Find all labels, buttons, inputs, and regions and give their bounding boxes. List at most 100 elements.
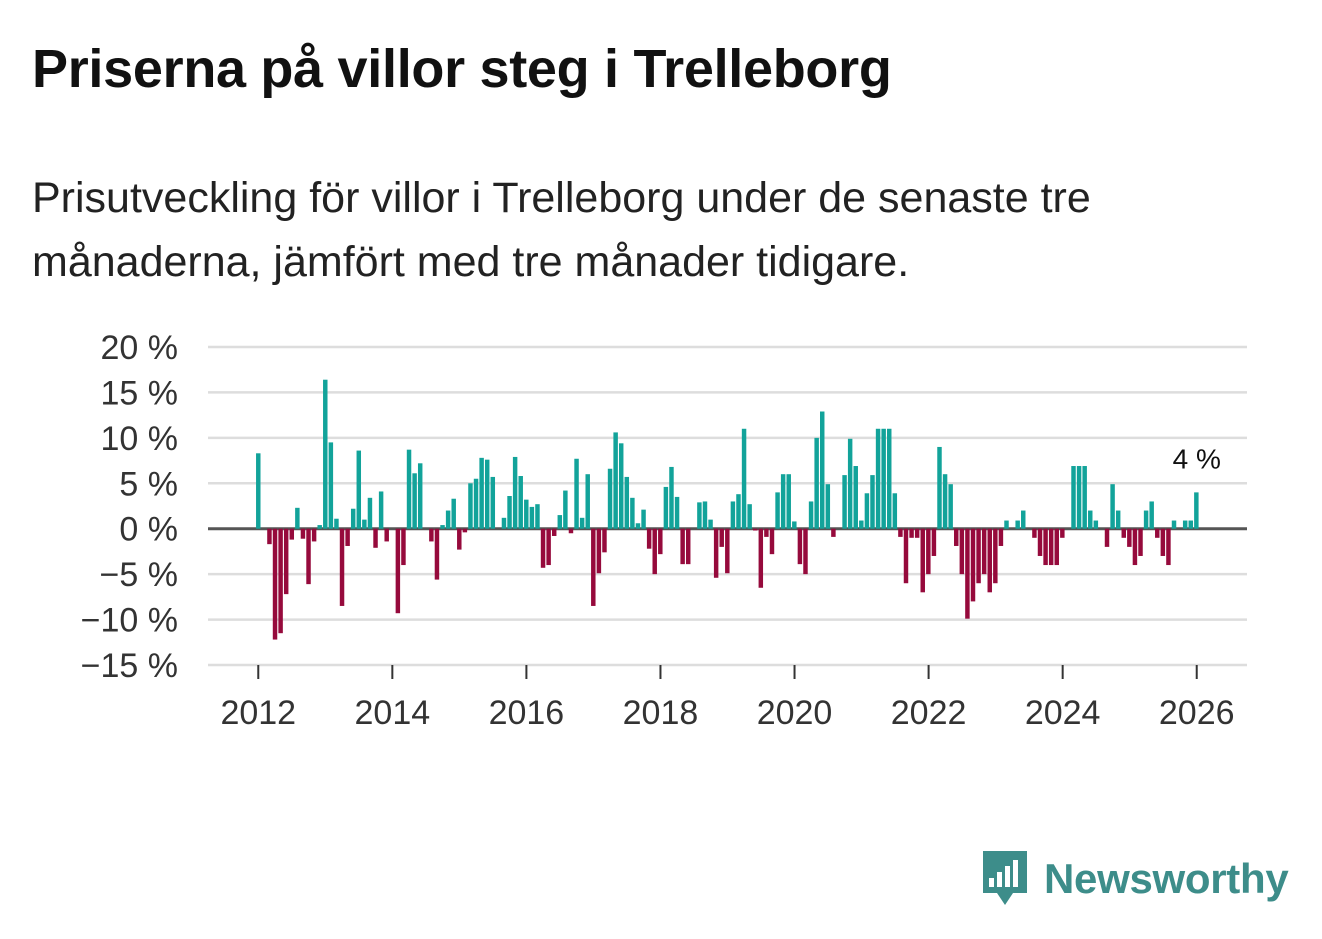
bar bbox=[831, 528, 836, 537]
x-tick-label: 2022 bbox=[891, 694, 967, 732]
bar bbox=[948, 484, 953, 529]
bar bbox=[518, 476, 523, 529]
bar bbox=[931, 528, 937, 556]
bar bbox=[1048, 528, 1054, 566]
y-tick-label: −10 % bbox=[81, 602, 178, 640]
bar bbox=[786, 474, 791, 529]
bar bbox=[568, 528, 574, 534]
bar bbox=[546, 528, 551, 566]
bar bbox=[959, 528, 965, 575]
bar bbox=[462, 528, 468, 533]
bar bbox=[507, 496, 512, 529]
bar bbox=[758, 528, 764, 588]
newsworthy-logo-icon bbox=[983, 851, 1027, 905]
bar bbox=[384, 528, 389, 542]
bar bbox=[328, 442, 334, 529]
bar bbox=[825, 484, 831, 529]
bar bbox=[914, 528, 920, 538]
bar bbox=[764, 528, 769, 537]
bar bbox=[602, 528, 607, 553]
bar bbox=[624, 476, 630, 529]
y-tick-label: 15 % bbox=[101, 374, 179, 412]
bar bbox=[881, 428, 886, 529]
bar bbox=[847, 438, 853, 529]
bar bbox=[334, 518, 339, 529]
y-tick-label: 10 % bbox=[101, 420, 179, 458]
bar bbox=[445, 510, 451, 529]
bar bbox=[440, 525, 445, 529]
bar bbox=[853, 466, 858, 529]
bar bbox=[775, 492, 780, 529]
chart-subtitle: Prisutveckling för villor i Trelleborg u… bbox=[32, 174, 1091, 286]
bar-chart: 20 %15 %10 %5 %0 %−5 %−10 %−15 % 2012 201… bbox=[81, 329, 1247, 732]
bar bbox=[1115, 510, 1121, 529]
bar bbox=[635, 523, 641, 529]
bar bbox=[1143, 510, 1149, 529]
bar bbox=[993, 528, 998, 584]
bar bbox=[278, 528, 283, 634]
x-tick-label: 2024 bbox=[1025, 694, 1101, 732]
bar bbox=[295, 507, 300, 529]
bar bbox=[870, 475, 875, 529]
bar bbox=[976, 528, 981, 584]
bar bbox=[479, 457, 484, 529]
bar bbox=[630, 497, 635, 529]
bar bbox=[702, 501, 708, 529]
bar bbox=[1104, 528, 1110, 547]
bar bbox=[920, 528, 925, 593]
bar bbox=[267, 528, 272, 545]
bar bbox=[780, 474, 786, 529]
bar bbox=[937, 446, 942, 529]
bar bbox=[434, 528, 440, 580]
bar bbox=[1076, 466, 1082, 529]
bar bbox=[1110, 484, 1115, 529]
bar bbox=[965, 528, 970, 619]
newsworthy-logo[interactable]: Newsworthy bbox=[980, 848, 1289, 910]
bar bbox=[524, 499, 529, 529]
bar bbox=[457, 528, 462, 550]
bar bbox=[803, 528, 808, 575]
bar bbox=[797, 528, 803, 565]
y-tick-label: −5 % bbox=[100, 556, 178, 594]
bar bbox=[490, 476, 496, 529]
bar bbox=[607, 468, 613, 529]
bar bbox=[875, 428, 881, 529]
bar bbox=[1127, 528, 1132, 547]
bar bbox=[887, 428, 892, 529]
bar bbox=[574, 458, 579, 529]
bar bbox=[926, 528, 931, 575]
bar bbox=[981, 528, 987, 575]
bar bbox=[529, 506, 535, 529]
y-tick-label: 0 % bbox=[119, 511, 178, 549]
bar bbox=[356, 450, 362, 529]
bar bbox=[473, 478, 479, 529]
chart-title: Priserna på villor steg i Trelleborg bbox=[32, 39, 892, 99]
bar bbox=[512, 456, 518, 529]
bar bbox=[378, 491, 384, 529]
bar bbox=[747, 504, 752, 529]
bar bbox=[306, 528, 311, 585]
bar bbox=[256, 453, 261, 529]
bar bbox=[563, 490, 568, 529]
bar bbox=[1132, 528, 1138, 566]
bar bbox=[1071, 466, 1076, 529]
bar bbox=[451, 498, 456, 529]
x-axis: 2012 2014 2016 2018 2020 2022 2024 2026 bbox=[220, 665, 1235, 732]
bar bbox=[417, 463, 423, 529]
bar bbox=[311, 528, 317, 542]
bar bbox=[1037, 528, 1043, 556]
brand-name: Newsworthy bbox=[1044, 855, 1289, 902]
bar bbox=[769, 528, 775, 555]
bar bbox=[1043, 528, 1048, 566]
bar bbox=[535, 504, 540, 529]
bar bbox=[1160, 528, 1166, 556]
bar bbox=[1060, 528, 1065, 538]
bar bbox=[898, 528, 903, 537]
bar bbox=[1088, 510, 1093, 529]
bar bbox=[970, 528, 976, 602]
bar bbox=[792, 521, 797, 529]
bar bbox=[323, 379, 328, 529]
bar bbox=[406, 449, 412, 529]
bar bbox=[585, 474, 590, 529]
bar bbox=[658, 528, 663, 555]
